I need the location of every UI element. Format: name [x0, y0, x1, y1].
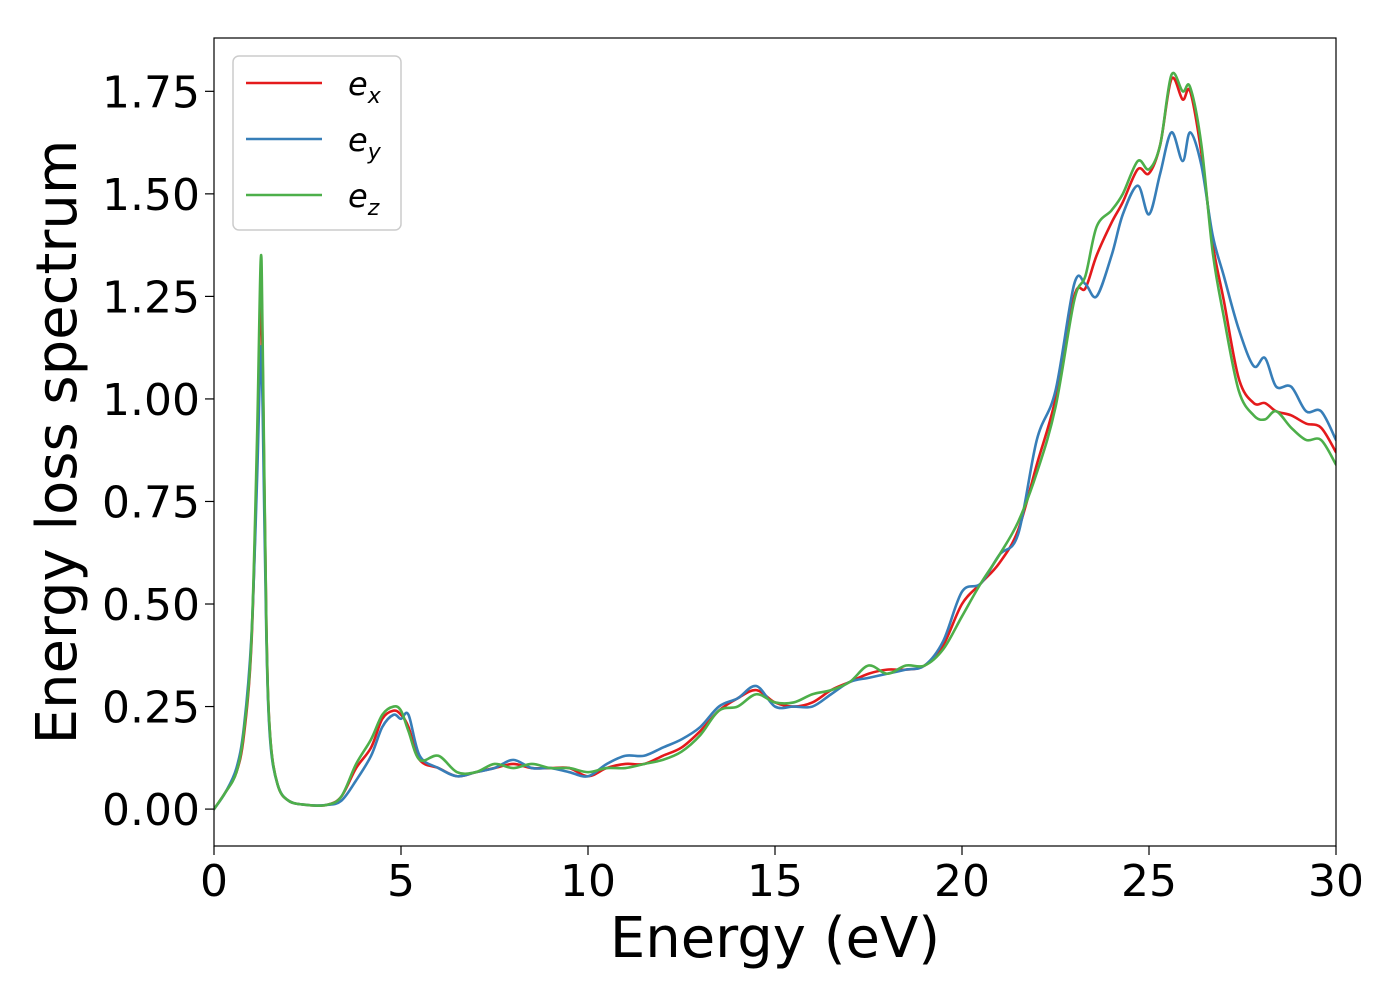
y-tick-label: 1.50 [102, 170, 200, 221]
y-tick-label: 0.75 [102, 477, 200, 528]
x-tick-label: 30 [1308, 856, 1364, 907]
y-axis-ticks: 0.00 0.25 0.50 0.75 1.00 1.25 1.50 1.75 [102, 67, 214, 836]
x-tick-label: 20 [934, 856, 990, 907]
legend-label-z: ez [348, 177, 380, 221]
y-tick-label: 0.00 [102, 785, 200, 836]
series-lines [214, 71, 1336, 811]
y-axis-label: Energy loss spectrum [25, 140, 90, 745]
x-tick-label: 25 [1121, 856, 1177, 907]
legend-label-x: ex [348, 65, 382, 109]
legend-label-subscript: y [367, 140, 382, 165]
y-tick-label: 1.75 [102, 67, 200, 118]
y-tick-label: 1.00 [102, 375, 200, 426]
plot-frame [213, 37, 1337, 847]
legend-label-y: ey [348, 121, 382, 165]
legend-label-base: e [348, 65, 368, 103]
legend-label-subscript: z [367, 196, 380, 221]
y-tick-label: 0.25 [102, 683, 200, 734]
y-tick-label: 0.50 [102, 580, 200, 631]
y-tick-label: 1.25 [102, 272, 200, 323]
x-tick-label: 0 [200, 856, 228, 907]
series-line-z [214, 71, 1336, 811]
x-tick-label: 15 [747, 856, 803, 907]
legend-box [232, 55, 402, 231]
x-axis-label: Energy (eV) [610, 906, 940, 971]
x-axis-ticks: 0 5 10 15 20 25 30 [200, 846, 1364, 907]
legend-label-subscript: x [367, 84, 382, 109]
legend-label-base: e [348, 121, 368, 159]
x-tick-label: 5 [387, 856, 415, 907]
x-tick-label: 10 [560, 856, 616, 907]
legend-label-base: e [348, 177, 368, 215]
